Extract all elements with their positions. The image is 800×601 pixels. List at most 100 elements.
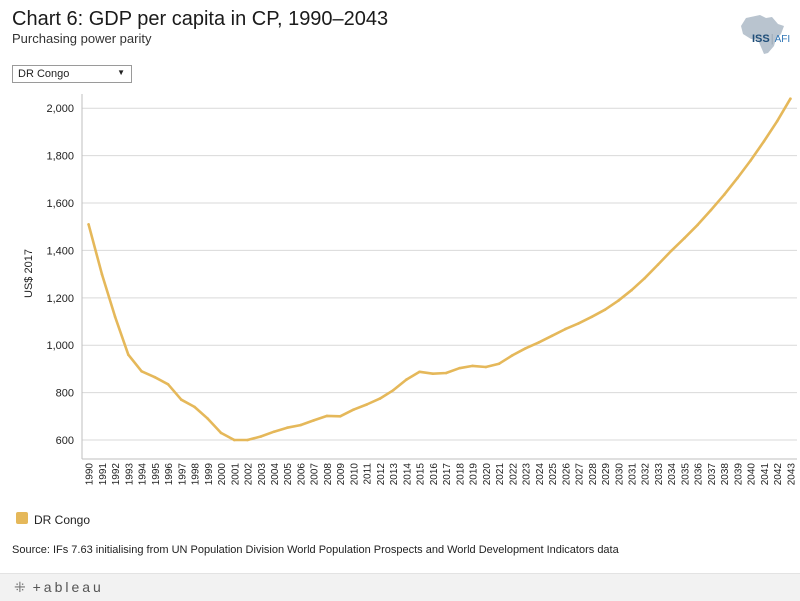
data-point[interactable] (603, 308, 607, 311)
y-tick-label: 1,200 (46, 293, 74, 305)
y-tick-label: 1,600 (46, 198, 74, 210)
data-point[interactable] (391, 389, 395, 392)
data-point[interactable] (352, 408, 355, 412)
data-point[interactable] (511, 354, 514, 357)
data-point[interactable] (749, 159, 752, 162)
x-tick-label: 2023 (522, 463, 533, 486)
data-point[interactable] (630, 288, 633, 292)
x-tick-labels: 1990 1991 1992 1993 1994 1995 1996 1997 1998 1999… (85, 463, 798, 486)
data-point[interactable] (180, 398, 183, 402)
x-tick-label: 2019 (469, 463, 480, 486)
x-tick-label: 2018 (455, 463, 466, 486)
series (87, 97, 792, 442)
chevron-down-icon: ▼ (117, 68, 125, 77)
data-point[interactable] (669, 249, 673, 253)
logo-afi: AFI (774, 34, 791, 45)
x-tick-label: 1991 (98, 463, 109, 486)
data-point[interactable] (656, 263, 660, 266)
x-tick-label: 2009 (336, 463, 347, 486)
data-point[interactable] (153, 375, 157, 379)
tableau-brand[interactable]: ⁜ +ableau (14, 579, 104, 596)
chart-area: 600 800 1,000 1,200 1,400 1,600 1,800 2,000 199… (0, 94, 800, 496)
data-point[interactable] (312, 419, 316, 422)
data-point[interactable] (458, 366, 461, 370)
x-tick-label: 2017 (442, 463, 453, 486)
x-tick-label: 1995 (151, 463, 162, 486)
data-point[interactable] (246, 438, 249, 442)
data-point[interactable] (431, 372, 435, 376)
x-tick-label: 2033 (654, 463, 665, 486)
data-point[interactable] (789, 97, 792, 100)
series-line-dr-congo[interactable] (87, 97, 792, 442)
x-tick-label: 2043 (786, 463, 797, 486)
x-tick-label: 2024 (535, 463, 546, 486)
data-point[interactable] (365, 403, 369, 406)
x-tick-label: 1994 (138, 463, 149, 486)
x-tick-label: 2015 (416, 463, 427, 486)
x-tick-label: 2012 (376, 463, 387, 486)
x-tick-label: 2040 (747, 463, 758, 486)
data-point[interactable] (219, 431, 223, 435)
x-tick-label: 1996 (164, 463, 175, 486)
x-tick-label: 2029 (601, 463, 612, 486)
data-point[interactable] (100, 272, 104, 276)
data-point[interactable] (709, 208, 713, 212)
data-point[interactable] (617, 299, 620, 302)
data-point[interactable] (87, 223, 90, 226)
country-filter-dropdown[interactable]: DR Congo ▼ (12, 65, 132, 83)
data-point[interactable] (285, 426, 289, 430)
data-point[interactable] (233, 438, 236, 442)
data-point[interactable] (722, 193, 726, 196)
data-point[interactable] (537, 341, 541, 344)
x-tick-label: 2004 (270, 463, 281, 486)
data-point[interactable] (564, 327, 567, 331)
data-point[interactable] (166, 383, 170, 386)
data-point[interactable] (497, 362, 501, 366)
x-tick-label: 1998 (191, 463, 202, 486)
data-point[interactable] (193, 405, 196, 409)
data-point[interactable] (484, 365, 488, 369)
y-tick-label: 1,400 (46, 245, 74, 257)
line-chart: 600 800 1,000 1,200 1,400 1,600 1,800 2,000 199… (23, 94, 798, 486)
data-point[interactable] (577, 322, 580, 325)
iss-africa-logo (734, 12, 790, 56)
data-point[interactable] (775, 120, 779, 123)
x-tick-label: 2027 (575, 463, 586, 486)
data-point[interactable] (113, 315, 117, 319)
data-point[interactable] (444, 371, 448, 375)
y-tick-label: 600 (56, 435, 74, 447)
data-point[interactable] (140, 370, 143, 373)
data-point[interactable] (299, 423, 302, 427)
data-point[interactable] (206, 417, 210, 421)
data-point[interactable] (418, 370, 421, 374)
data-point[interactable] (127, 353, 130, 357)
source-note: Source: IFs 7.63 initialising from UN Po… (12, 544, 619, 556)
x-tick-label: 2005 (283, 463, 294, 486)
data-point[interactable] (325, 414, 329, 418)
data-point[interactable] (643, 276, 646, 280)
x-tick-label: 2007 (310, 463, 321, 486)
data-point[interactable] (272, 430, 276, 434)
data-point[interactable] (405, 378, 408, 381)
data-point[interactable] (590, 315, 594, 319)
data-point[interactable] (683, 236, 686, 240)
y-tick-label: 2,000 (46, 103, 74, 115)
data-point[interactable] (736, 176, 739, 180)
x-tick-label: 2028 (588, 463, 599, 486)
y-tick-label: 800 (56, 388, 74, 400)
data-point[interactable] (524, 347, 527, 350)
x-tick-label: 2013 (389, 463, 400, 486)
data-point[interactable] (696, 223, 699, 227)
x-tick-label: 2008 (323, 463, 334, 486)
data-point[interactable] (471, 364, 474, 368)
data-point[interactable] (338, 415, 342, 418)
africa-map-icon (741, 15, 784, 54)
data-point[interactable] (259, 435, 263, 438)
data-point[interactable] (762, 140, 766, 143)
data-point[interactable] (378, 397, 382, 400)
x-tick-label: 2002 (244, 463, 255, 486)
x-tick-label: 2000 (217, 463, 228, 486)
data-point[interactable] (550, 334, 554, 338)
chart-title: Chart 6: GDP per capita in CP, 1990–2043 (12, 8, 389, 30)
x-tick-label: 2022 (508, 463, 519, 486)
